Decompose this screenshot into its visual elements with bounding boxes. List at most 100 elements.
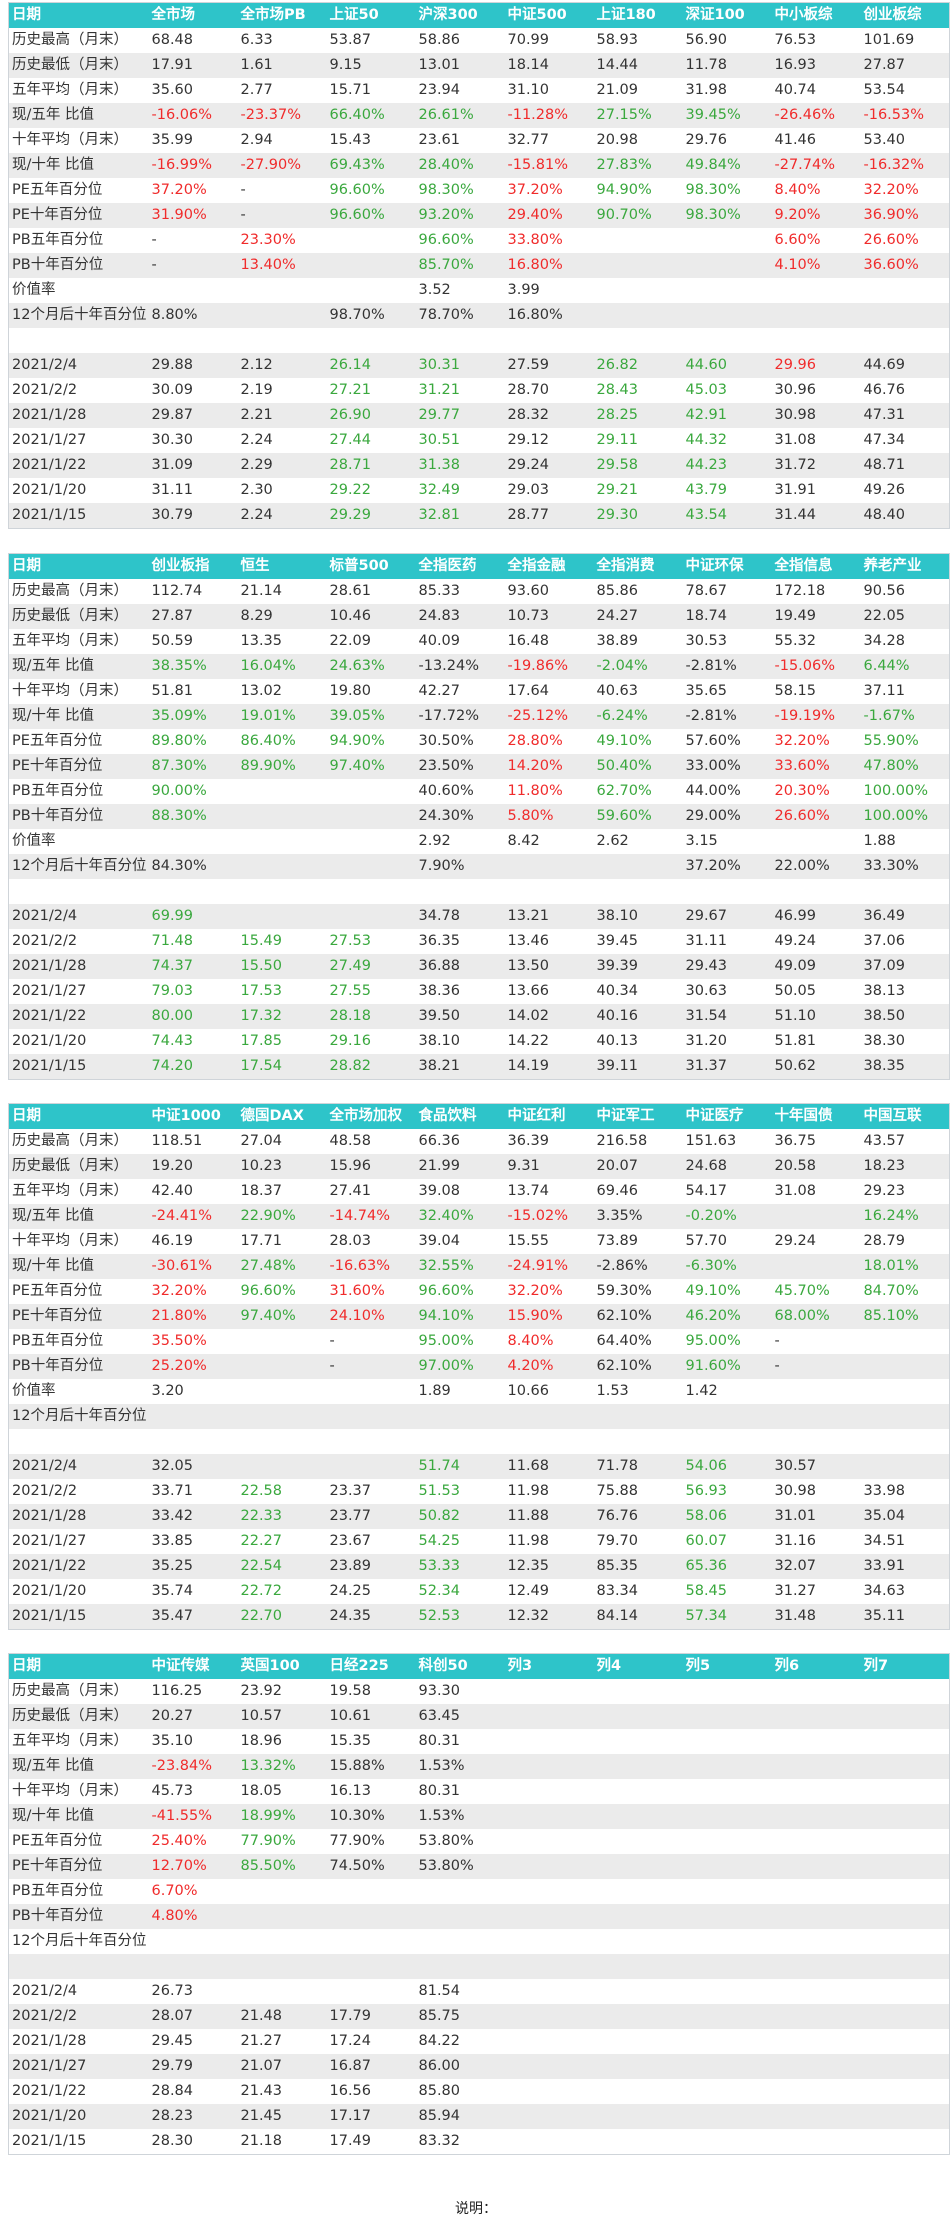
table-cell [237, 1354, 327, 1379]
table-cell: 31.27 [771, 1579, 861, 1604]
table-cell: 14.22 [504, 1029, 594, 1054]
table-cell: 80.00 [148, 1004, 238, 1029]
table-cell: 79.03 [148, 979, 238, 1004]
table-cell: 96.60% [326, 203, 416, 228]
table-cell [326, 829, 416, 854]
table-cell: 151.63 [682, 1129, 772, 1154]
row-label: 2021/1/28 [8, 1504, 149, 1529]
table-cell: 90.70% [593, 203, 683, 228]
table-cell [860, 328, 950, 353]
header-index: 全市场 [148, 2, 238, 28]
table-cell: 28.71 [326, 453, 416, 478]
table-cell: 96.60% [415, 1279, 505, 1304]
table-cell [148, 1929, 238, 1954]
table-cell: 20.30% [771, 779, 861, 804]
table-cell: 85.70% [415, 253, 505, 278]
table-cell: 22.58 [237, 1479, 327, 1504]
table-cell: 14.20% [504, 754, 594, 779]
header-index: 列5 [682, 1653, 772, 1679]
table-cell: 40.34 [593, 979, 683, 1004]
table-cell: 27.15% [593, 103, 683, 128]
table-cell: 74.37 [148, 954, 238, 979]
row-label: 2021/1/27 [8, 1529, 149, 1554]
table-cell: 26.60% [771, 804, 861, 829]
table-cell: 98.30% [415, 178, 505, 203]
table-cell [237, 278, 327, 303]
table-cell [860, 1954, 950, 1979]
row-label: 现/十年 比值 [8, 1254, 149, 1279]
table-cell: 38.50 [860, 1004, 950, 1029]
table-cell: 3.35% [593, 1204, 683, 1229]
table-cell: 81.54 [415, 1979, 505, 2004]
table-cell: 6.70% [148, 1879, 238, 1904]
table-row: 2021/1/22 28.84 21.43 16.56 85.80 [8, 2079, 950, 2104]
table-cell: 8.80% [148, 303, 238, 328]
table-cell: 11.68 [504, 1454, 594, 1479]
table-cell: 3.99 [504, 278, 594, 303]
table-cell: -17.72% [415, 704, 505, 729]
table-cell [593, 1854, 683, 1879]
row-label: PE五年百分位 [8, 1829, 149, 1854]
table-cell: 23.61 [415, 128, 505, 153]
table-cell: 29.67 [682, 904, 772, 929]
table-cell: 35.09% [148, 704, 238, 729]
row-label: 历史最高（月末） [8, 1679, 149, 1704]
row-label: 2021/2/2 [8, 378, 149, 403]
table-cell [860, 1904, 950, 1929]
table-cell [326, 854, 416, 879]
table-cell: 26.82 [593, 353, 683, 378]
table-cell [326, 1879, 416, 1904]
table-cell [593, 1679, 683, 1704]
table-cell: 28.18 [326, 1004, 416, 1029]
table-cell: 17.53 [237, 979, 327, 1004]
table-cell: -2.04% [593, 654, 683, 679]
table-cell: -6.24% [593, 704, 683, 729]
table-cell: 44.00% [682, 779, 772, 804]
table-cell: 37.09 [860, 954, 950, 979]
row-label [8, 1429, 149, 1454]
table-cell: 54.06 [682, 1454, 772, 1479]
table-cell: 44.32 [682, 428, 772, 453]
table-cell [237, 1454, 327, 1479]
table-cell: 40.63 [593, 679, 683, 704]
table-cell: 9.15 [326, 53, 416, 78]
table-cell: 41.46 [771, 128, 861, 153]
table-cell: 15.49 [237, 929, 327, 954]
row-label: 12个月后十年百分位 [8, 854, 149, 879]
table-cell [682, 1979, 772, 2004]
valuation-table-4: 日期 中证传媒 英国100 日经225 科创50 列3 列4 列5 列6 列7 历史最高（月末） 11… [8, 1653, 950, 2155]
table-cell: 28.82 [326, 1054, 416, 1080]
table-cell [682, 1754, 772, 1779]
table-cell [682, 228, 772, 253]
table-row: 现/五年 比值 38.35% 16.04% 24.63% -13.24% -19.86% -… [8, 654, 950, 679]
table-cell: 11.80% [504, 779, 594, 804]
table-cell: 49.09 [771, 954, 861, 979]
row-label: PB五年百分位 [8, 228, 149, 253]
table-cell: -27.74% [771, 153, 861, 178]
header-index: 列3 [504, 1653, 594, 1679]
table-row: 12个月后十年百分位 84.30% 7.90% 37.20% 22.00% 33.30% [8, 854, 950, 879]
table-cell: 69.99 [148, 904, 238, 929]
table-cell: - [148, 228, 238, 253]
row-label: 2021/2/2 [8, 2004, 149, 2029]
table-cell: 11.98 [504, 1479, 594, 1504]
table-cell: 32.20% [504, 1279, 594, 1304]
table-cell: 13.74 [504, 1179, 594, 1204]
table-cell [148, 328, 238, 353]
table-cell: 90.56 [860, 579, 950, 604]
table-cell: 116.25 [148, 1679, 238, 1704]
table-cell: 31.08 [771, 1179, 861, 1204]
table-cell [593, 2004, 683, 2029]
table-cell [860, 2054, 950, 2079]
table-cell [682, 1829, 772, 1854]
table-cell: 53.54 [860, 78, 950, 103]
table-cell: 94.10% [415, 1304, 505, 1329]
table-cell: -2.81% [682, 704, 772, 729]
table-cell [148, 1954, 238, 1979]
row-label: 12个月后十年百分位 [8, 1404, 149, 1429]
table-row: 五年平均（月末） 35.10 18.96 15.35 80.31 [8, 1729, 950, 1754]
table-cell: 101.69 [860, 28, 950, 53]
table-cell: - [771, 1354, 861, 1379]
table-row: PE十年百分位 21.80% 97.40% 24.10% 94.10% 15.90% 62.… [8, 1304, 950, 1329]
table-cell [771, 2029, 861, 2054]
